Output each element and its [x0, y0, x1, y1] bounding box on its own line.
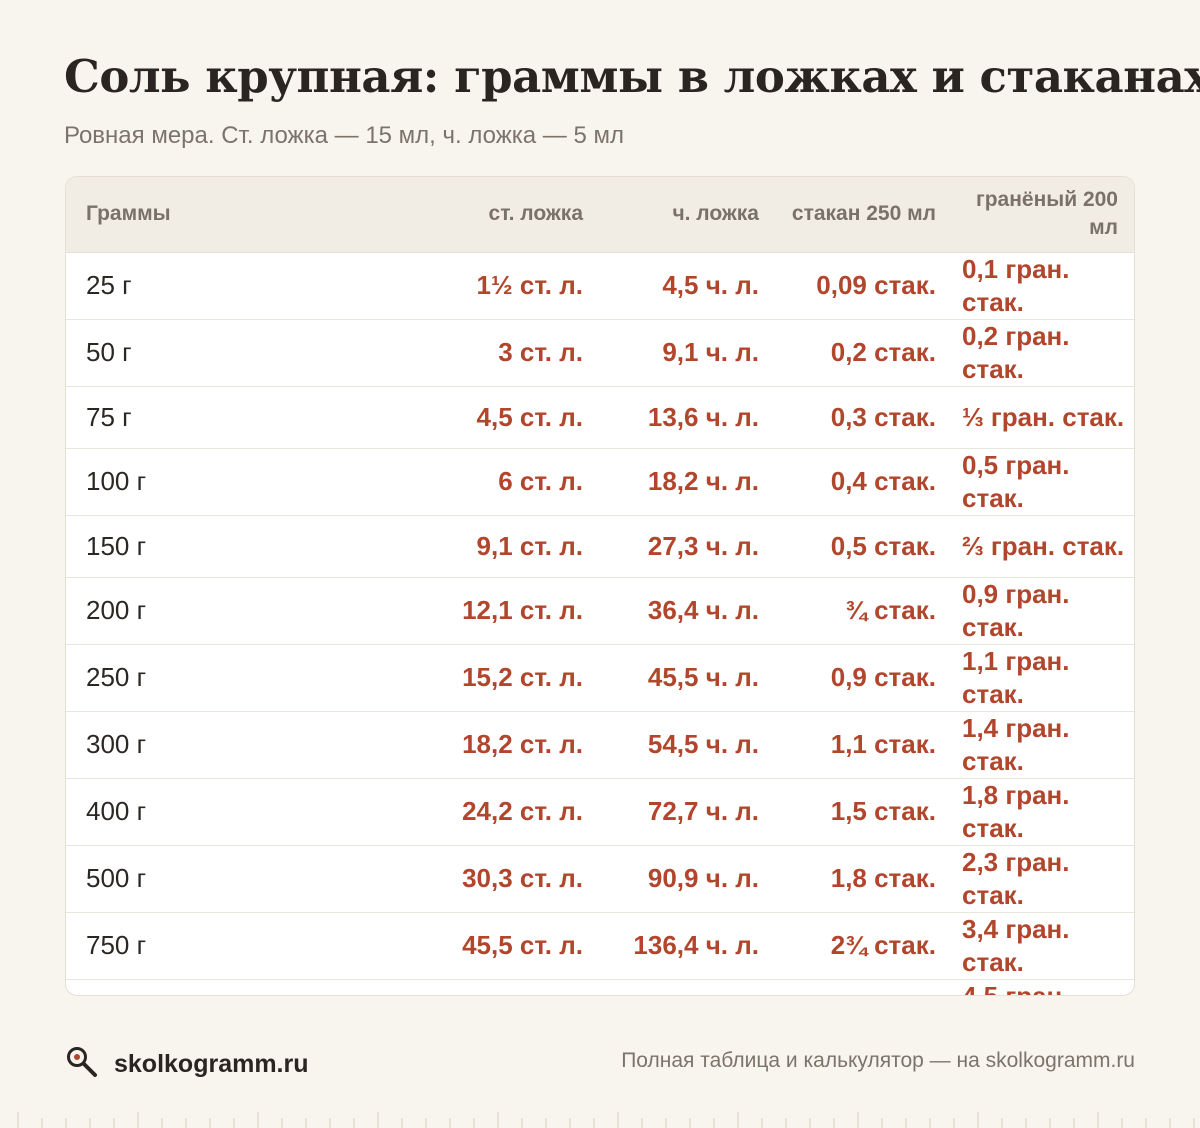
faceted-glass-cell: 1,8 гран. стак. — [954, 777, 1134, 845]
teaspoon-cell: 54,5 ч. л. — [601, 710, 777, 778]
tablespoon-cell: 18,2 ст. л. — [406, 710, 601, 778]
table-row: 750 г 45,5 ст. л. 136,4 ч. л. 2¾ стак. 3,4 г… — [66, 911, 1134, 979]
teaspoon-cell: 18,2 ч. л. — [601, 447, 777, 515]
grams-cell: 100 г — [66, 447, 406, 515]
table-row: 300 г 18,2 ст. л. 54,5 ч. л. 1,1 стак. 1,4 г… — [66, 710, 1134, 778]
tablespoon-cell: 1½ ст. л. — [476, 270, 583, 300]
grams-cell: 75 г — [66, 385, 406, 448]
grams-cell: 25 г — [86, 270, 132, 300]
tablespoon-cell: 30,3 ст. л. — [406, 844, 601, 912]
cup-250-cell: 0,2 стак. — [777, 318, 954, 386]
grams-cell: 500 г — [66, 844, 406, 912]
cup-250-cell: 1,8 стак. — [777, 844, 954, 912]
column-header-cup-250: стакан 250 мл — [777, 177, 954, 253]
footer-note: Полная таблица и калькулятор — на skolko… — [621, 1049, 1135, 1072]
faceted-glass-cell: 1,1 гран. стак. — [954, 643, 1134, 711]
table-row: 1000 г60,6 ст. л.181,8 ч. л.3⅔ стак.4,5 … — [66, 978, 1134, 995]
tablespoon-cell: 6 ст. л. — [406, 447, 601, 515]
tablespoon-cell: 12,1 ст. л. — [406, 576, 601, 644]
teaspoon-cell: 136,4 ч. л. — [601, 911, 777, 979]
grams-cell: 300 г — [66, 710, 406, 778]
conversion-table-card: Граммы ст. ложка ч. ложка стакан 250 мл … — [65, 176, 1135, 996]
cup-250-cell: 0,09 стак. — [816, 270, 936, 300]
faceted-glass-cell: ⅓ гран. стак. — [954, 385, 1134, 448]
table-row: 400 г 24,2 ст. л. 72,7 ч. л. 1,5 стак. 1,8 г… — [66, 777, 1134, 845]
tablespoon-cell: 3 ст. л. — [406, 318, 601, 386]
cup-250-cell: 0,5 стак. — [777, 514, 954, 577]
table-row: 150 г 9,1 ст. л. 27,3 ч. л. 0,5 стак. ⅔ гран… — [66, 514, 1134, 577]
cup-250-cell: 3⅔ стак. — [777, 978, 954, 995]
cup-250-cell: ¾ стак. — [777, 576, 954, 644]
grams-cell: 150 г — [66, 514, 406, 577]
footer-brand[interactable]: skolkogramm.ru — [64, 1044, 309, 1085]
faceted-glass-cell: 4,5 гран. стак. — [954, 978, 1134, 995]
magnifier-icon — [64, 1044, 100, 1085]
column-header-faceted-glass-200: гранёный 200 мл — [954, 177, 1134, 253]
tablespoon-cell: 4,5 ст. л. — [406, 385, 601, 448]
grams-cell: 50 г — [66, 318, 406, 386]
faceted-glass-cell: 0,1 гран. стак. — [962, 253, 1070, 317]
table-row: 25 г 1½ ст. л. 4,5 ч. л. 0,09 стак. 0,1 гран… — [66, 252, 1134, 319]
column-header-teaspoon: ч. ложка — [601, 177, 777, 253]
page-title: Соль крупная: граммы в ложках и стаканах — [64, 50, 1200, 103]
teaspoon-cell: 13,6 ч. л. — [601, 385, 777, 448]
brand-name: skolkogramm.ru — [114, 1050, 309, 1078]
faceted-glass-cell: 0,5 гран. стак. — [954, 447, 1134, 515]
table-row: 200 г 12,1 ст. л. 36,4 ч. л. ¾ стак. 0,9 гра… — [66, 576, 1134, 644]
conversion-table: Граммы ст. ложка ч. ложка стакан 250 мл … — [66, 177, 1134, 995]
teaspoon-cell: 72,7 ч. л. — [601, 777, 777, 845]
grams-cell: 1000 г — [66, 978, 406, 995]
grams-cell: 750 г — [66, 911, 406, 979]
grams-cell: 200 г — [66, 576, 406, 644]
page-subtitle: Ровная мера. Ст. ложка — 15 мл, ч. ложка… — [64, 122, 624, 149]
faceted-glass-cell: 3,4 гран. стак. — [954, 911, 1134, 979]
teaspoon-cell: 27,3 ч. л. — [601, 514, 777, 577]
cup-250-cell: 1,5 стак. — [777, 777, 954, 845]
column-header-grams: Граммы — [66, 177, 406, 253]
table-row: 500 г 30,3 ст. л. 90,9 ч. л. 1,8 стак. 2,3 г… — [66, 844, 1134, 912]
faceted-glass-cell: ⅔ гран. стак. — [954, 514, 1134, 577]
teaspoon-cell: 45,5 ч. л. — [601, 643, 777, 711]
cup-250-cell: 0,4 стак. — [777, 447, 954, 515]
tablespoon-cell: 45,5 ст. л. — [406, 911, 601, 979]
cup-250-cell: 1,1 стак. — [777, 710, 954, 778]
table-row: 250 г 15,2 ст. л. 45,5 ч. л. 0,9 стак. 1,1 г… — [66, 643, 1134, 711]
faceted-glass-cell: 2,3 гран. стак. — [954, 844, 1134, 912]
grams-cell: 400 г — [66, 777, 406, 845]
grams-cell: 250 г — [66, 643, 406, 711]
cup-250-cell: 0,3 стак. — [777, 385, 954, 448]
tablespoon-cell: 60,6 ст. л. — [406, 978, 601, 995]
faceted-glass-cell: 1,4 гран. стак. — [954, 710, 1134, 778]
teaspoon-cell: 36,4 ч. л. — [601, 576, 777, 644]
ruler-decoration — [17, 1112, 1195, 1128]
teaspoon-cell: 9,1 ч. л. — [601, 318, 777, 386]
tablespoon-cell: 15,2 ст. л. — [406, 643, 601, 711]
table-body: 25 г 1½ ст. л. 4,5 ч. л. 0,09 стак. 0,1 гран… — [66, 252, 1134, 995]
table-header-row: Граммы ст. ложка ч. ложка стакан 250 мл … — [66, 177, 1134, 253]
table-row: 75 г 4,5 ст. л. 13,6 ч. л. 0,3 стак. ⅓ гран.… — [66, 385, 1134, 448]
teaspoon-cell: 90,9 ч. л. — [601, 844, 777, 912]
tablespoon-cell: 24,2 ст. л. — [406, 777, 601, 845]
teaspoon-cell: 4,5 ч. л. — [662, 270, 759, 300]
teaspoon-cell: 181,8 ч. л. — [601, 978, 777, 995]
tablespoon-cell: 9,1 ст. л. — [406, 514, 601, 577]
column-header-tablespoon: ст. ложка — [406, 177, 601, 253]
faceted-glass-cell: 0,2 гран. стак. — [954, 318, 1134, 386]
cup-250-cell: 2¾ стак. — [777, 911, 954, 979]
faceted-glass-cell: 0,9 гран. стак. — [954, 576, 1134, 644]
cup-250-cell: 0,9 стак. — [777, 643, 954, 711]
